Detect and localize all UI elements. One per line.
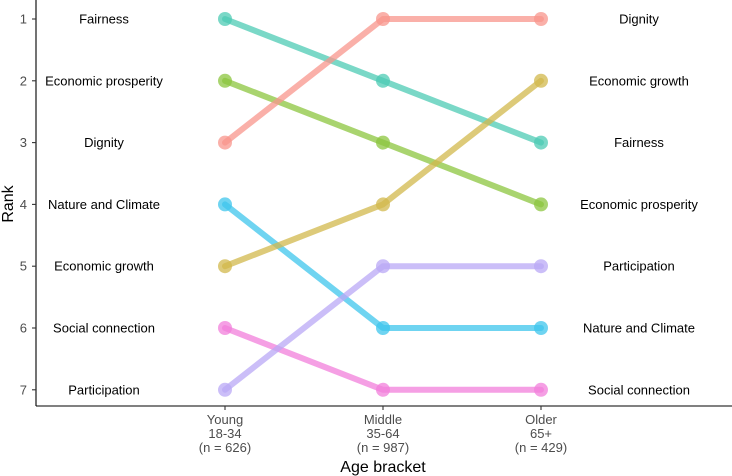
series-point-social-connection-0 [218, 321, 232, 335]
x-tick-label-line: 65+ [530, 426, 552, 441]
left-rank-label: Participation [68, 382, 140, 397]
x-tick-label: Older 65+ (n = 429) [515, 412, 567, 455]
series-point-economic-prosperity-1 [376, 135, 390, 150]
series-point-fairness-0 [218, 12, 232, 26]
series-point-economic-growth-2 [534, 73, 548, 88]
series-point-fairness-2 [534, 135, 548, 150]
x-tick-label-line: Older [525, 412, 557, 427]
series-point-participation-2 [534, 259, 548, 274]
series-point-participation-0 [218, 382, 232, 397]
series-point-dignity-1 [376, 12, 390, 26]
series-point-nature-and-climate-2 [534, 321, 548, 335]
left-rank-label: Fairness [79, 12, 129, 27]
series-point-economic-growth-0 [218, 259, 232, 274]
series-point-economic-prosperity-0 [218, 73, 232, 88]
series-line-social-connection [222, 325, 544, 393]
y-tick-label: 4 [20, 197, 27, 212]
series-point-dignity-2 [534, 12, 548, 26]
y-tick-label: 2 [20, 73, 27, 88]
right-rank-label: Dignity [619, 12, 659, 27]
series-point-dignity-0 [218, 135, 232, 150]
series-point-participation-1 [376, 259, 390, 274]
right-rank-label: Economic growth [589, 73, 689, 88]
right-rank-label: Fairness [614, 135, 664, 150]
x-tick-label-line: (n = 626) [199, 440, 251, 455]
y-tick-label: 3 [20, 135, 27, 150]
left-rank-label: Nature and Climate [48, 197, 160, 212]
x-tick-label: Middle 35-64 (n = 987) [357, 412, 409, 455]
series-layer [218, 12, 548, 397]
series-point-economic-growth-1 [376, 197, 390, 212]
y-tick-label: 1 [20, 12, 27, 27]
x-axis-title: Age bracket [340, 459, 426, 476]
y-tick-label: 7 [20, 382, 27, 397]
rank-labels-layer: Fairness Economic prosperity Dignity Nature… [45, 12, 698, 398]
x-tick-label-line: Middle [364, 412, 402, 427]
x-tick-label-line: Young [207, 412, 243, 427]
series-point-economic-prosperity-2 [534, 197, 548, 212]
y-tick-label: 6 [20, 321, 27, 336]
x-tick-label: Young 18-34 (n = 626) [199, 412, 251, 455]
left-rank-label: Social connection [53, 321, 155, 336]
x-tick-label-line: (n = 429) [515, 440, 567, 455]
series-point-social-connection-2 [534, 382, 548, 397]
y-tick-label: 5 [20, 259, 27, 274]
right-rank-label: Participation [603, 259, 675, 274]
right-rank-label: Social connection [588, 382, 690, 397]
x-tick-label-line: 35-64 [366, 426, 399, 441]
x-tick-label-line: (n = 987) [357, 440, 409, 455]
series-point-nature-and-climate-1 [376, 321, 390, 335]
series-point-fairness-1 [376, 73, 390, 88]
right-rank-label: Economic prosperity [580, 197, 698, 212]
left-rank-label: Dignity [84, 135, 124, 150]
y-axis-title: Rank [0, 184, 17, 222]
series-point-social-connection-1 [376, 382, 390, 397]
series-point-nature-and-climate-0 [218, 197, 232, 212]
left-rank-label: Economic growth [54, 259, 154, 274]
right-rank-label: Nature and Climate [583, 321, 695, 336]
x-tick-label-line: 18-34 [208, 426, 241, 441]
left-rank-label: Economic prosperity [45, 73, 163, 88]
